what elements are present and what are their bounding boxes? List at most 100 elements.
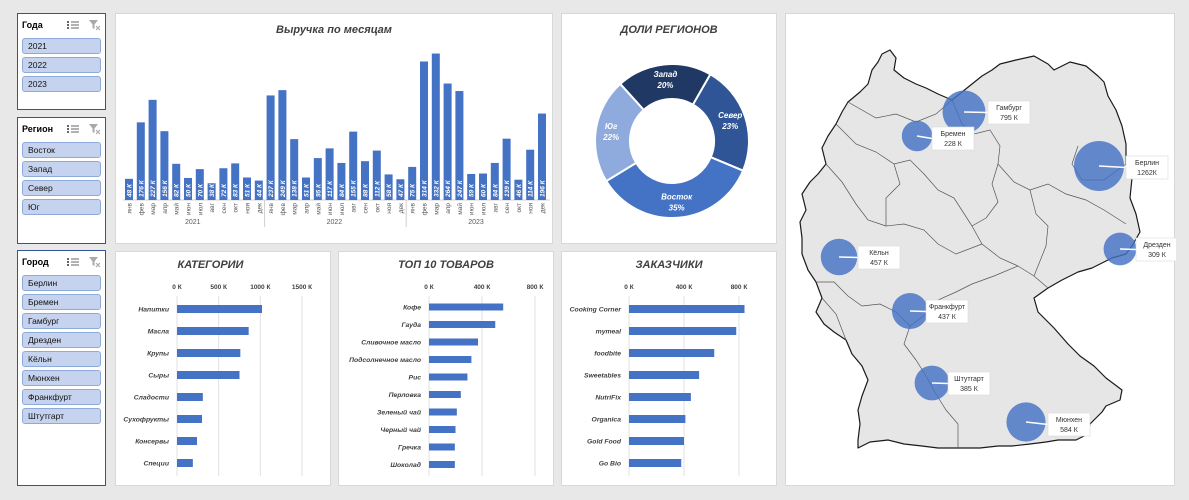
slice-category-label: Запад — [653, 70, 677, 79]
month-tick-label: ноя — [386, 203, 393, 214]
callout-box — [987, 100, 1031, 125]
callout-box — [857, 245, 901, 270]
callout-leader — [1025, 421, 1049, 426]
x-tick-label: 500 К — [210, 284, 227, 291]
slicer-years[interactable]: Года 2021 2022 2023 — [17, 13, 106, 110]
multi-select-icon[interactable] — [67, 124, 79, 134]
germany-map: Гамбург 795 К Бремен 228 К Берлин 1262К Кёльн 4… — [799, 49, 1176, 449]
slicer-item[interactable]: Юг — [22, 199, 101, 215]
slicer-item[interactable]: 2023 — [22, 76, 101, 92]
revenue-bar — [254, 180, 263, 200]
multi-select-icon[interactable] — [67, 257, 79, 267]
slicer-item[interactable]: 2021 — [22, 38, 101, 54]
slice-percent-label: 22% — [602, 133, 619, 142]
callout-box — [1125, 155, 1169, 180]
slice-percent-label: 20% — [656, 81, 673, 90]
category-label: Сливочное масло — [361, 340, 421, 347]
data-label: 82 К — [174, 183, 181, 197]
data-label: 59 К — [469, 183, 476, 197]
slice-category-label: Юг — [605, 122, 618, 131]
revenue-bar — [184, 177, 192, 200]
multi-select-icon[interactable] — [67, 20, 79, 30]
callout-leader — [838, 256, 859, 259]
slicer-item[interactable]: Мюнхен — [22, 370, 101, 386]
region-share-panel: ДОЛИ РЕГИОНОВ Север 23% Восток 35% Юг 22% Запа… — [561, 13, 777, 244]
month-tick-label: ноя — [528, 203, 535, 214]
month-tick-label: янв — [127, 202, 134, 213]
revenue-bar — [349, 131, 358, 200]
category-label: Gold Food — [587, 439, 622, 446]
month-tick-label: окт — [233, 203, 240, 213]
clear-filter-icon[interactable] — [89, 256, 101, 268]
slicer-title: Года — [22, 20, 43, 30]
callout-leader — [1119, 248, 1137, 251]
slicer-item[interactable]: Франкфурт — [22, 389, 101, 405]
data-label: 264 К — [445, 179, 452, 198]
revenue-bar — [479, 173, 487, 200]
slice-category-label: Восток — [661, 192, 693, 201]
revenue-bar — [290, 139, 299, 200]
slicer-item[interactable]: Восток — [22, 142, 101, 158]
chart-title: ТОП 10 ТОВАРОВ — [398, 259, 494, 271]
revenue-bar — [231, 163, 240, 200]
x-axis: 0 К 400 К 800 К — [624, 284, 747, 476]
category-label: Гауда — [401, 321, 421, 329]
revenue-bar — [302, 177, 310, 200]
bar — [429, 321, 496, 328]
slicer-item[interactable]: Берлин — [22, 275, 101, 291]
category-label: Шоколад — [390, 461, 421, 469]
callout-leader — [916, 135, 933, 140]
revenue-bar — [148, 99, 157, 200]
month-tick-label: мар — [433, 203, 440, 215]
clear-filter-icon[interactable] — [89, 19, 101, 31]
germany-outline — [799, 49, 1141, 449]
city-name-label: Бремен — [941, 131, 966, 138]
category-label: Перловка — [389, 392, 422, 399]
month-tick-label: июл — [339, 203, 346, 215]
month-tick-label: фев — [138, 202, 145, 215]
month-tick-label: апр — [304, 203, 311, 214]
bar — [177, 437, 197, 445]
revenue-bar — [243, 177, 251, 200]
bar — [429, 408, 457, 416]
year-tick-label: 2022 — [327, 219, 343, 226]
city-name-label: Франкфурт — [929, 304, 966, 311]
slicer-item[interactable]: Гамбург — [22, 313, 101, 329]
data-label: 95 К — [315, 183, 322, 197]
month-tick-label: фев — [280, 202, 287, 215]
top-products-chart: 0 К 400 К 800 К Кофе Гауда Сливочное масло Под… — [349, 284, 543, 476]
slicer-item[interactable]: Бремен — [22, 294, 101, 310]
bar — [429, 373, 468, 381]
slicer-item[interactable]: 2022 — [22, 57, 101, 73]
month-tick-label: авг — [492, 202, 499, 212]
data-label: 88 К — [363, 183, 370, 197]
slicer-item[interactable]: Дрезден — [22, 332, 101, 348]
slicer-item[interactable]: Запад — [22, 161, 101, 177]
revenue-bar — [396, 179, 405, 200]
data-label: 48 К — [127, 183, 134, 198]
month-tick-label: фев — [422, 202, 429, 215]
chart-title: КАТЕГОРИИ — [177, 259, 244, 271]
city-value-label: 228 К — [944, 141, 963, 148]
map-city-marker: Берлин 1262К — [1074, 141, 1169, 191]
bar — [429, 338, 479, 346]
category-label: Масла — [148, 329, 170, 336]
slice-percent-label: 23% — [721, 122, 738, 131]
slicer-item[interactable]: Штутгарт — [22, 408, 101, 424]
city-value-label: 795 К — [1000, 115, 1019, 122]
slicer-region[interactable]: Регион Восток Запад Север Юг — [17, 117, 106, 244]
slicer-item[interactable]: Север — [22, 180, 101, 196]
data-label: 58 К — [386, 183, 393, 197]
revenue-bar — [431, 53, 440, 200]
slicer-item[interactable]: Кёльн — [22, 351, 101, 367]
clear-filter-icon[interactable] — [89, 123, 101, 135]
slicer-city[interactable]: Город Берлин Бремен Гамбург Дрезден Кёльн Мюн… — [17, 250, 106, 486]
category-label: Cooking Corner — [570, 307, 622, 314]
month-tick-label: окт — [516, 203, 523, 213]
x-axis: янв фев мар апр май июн июл авг сен окт ноя дек янв ф… — [123, 199, 550, 227]
month-tick-label: окт — [374, 203, 381, 213]
category-label: Гречка — [398, 445, 421, 452]
data-label: 112 К — [374, 180, 381, 197]
category-label: foodbite — [594, 351, 621, 358]
city-value-label: 309 К — [1148, 252, 1167, 259]
